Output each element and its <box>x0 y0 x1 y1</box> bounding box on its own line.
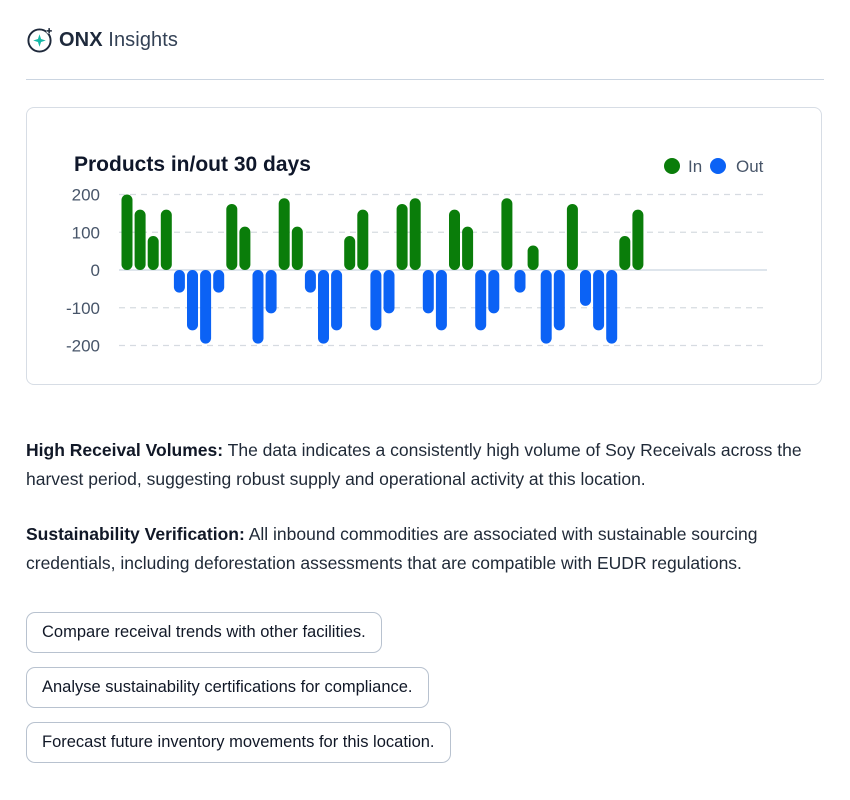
bar-in <box>226 203 238 270</box>
app-header: ONX Insights <box>26 26 178 54</box>
bar-out <box>422 270 434 314</box>
legend-out-label: Out <box>736 157 764 176</box>
bar-in <box>449 209 460 270</box>
bar-out <box>606 270 618 344</box>
y-tick-label: -100 <box>66 299 100 318</box>
suggestion-forecast-button[interactable]: Forecast future inventory movements for … <box>26 722 451 763</box>
suggestion-analyse-button[interactable]: Analyse sustainability certifications fo… <box>26 667 429 708</box>
bar-in <box>239 226 251 270</box>
y-tick-label: 200 <box>72 186 100 205</box>
bar-out <box>540 270 552 344</box>
bar-out <box>593 270 605 331</box>
brand-name: ONX <box>59 28 103 51</box>
insight-text: The data indicates a consistently high v… <box>26 440 802 489</box>
insight-heading: Sustainability Verification: <box>26 524 245 544</box>
bar-in <box>566 203 578 270</box>
bar-out <box>187 270 198 331</box>
insight-paragraph: High Receival Volumes: The data indicate… <box>26 436 816 494</box>
bar-in <box>462 226 474 270</box>
bar-in <box>632 209 644 270</box>
insights-section: High Receival Volumes: The data indicate… <box>26 436 816 604</box>
bar-in <box>134 209 146 270</box>
bar-in <box>147 236 159 270</box>
bar-in <box>396 203 408 270</box>
header-divider <box>26 79 824 80</box>
bar-out <box>435 270 447 331</box>
legend-out-marker <box>710 158 726 174</box>
bar-out <box>475 270 487 331</box>
legend-in-label: In <box>688 157 702 176</box>
bar-in <box>619 236 631 270</box>
bar-in <box>409 198 421 270</box>
bar-out <box>173 270 185 293</box>
bar-out <box>370 270 382 331</box>
bar-out <box>265 270 277 314</box>
app-title: ONX Insights <box>59 29 178 52</box>
bar-out <box>383 270 395 314</box>
bar-out <box>580 270 591 306</box>
bar-out <box>200 270 212 344</box>
bar-out <box>318 270 329 344</box>
bar-out <box>331 270 343 331</box>
bar-out <box>213 270 225 293</box>
brand-suffix: Insights <box>102 28 179 51</box>
chart-title: Products in/out 30 days <box>74 153 311 176</box>
bar-in <box>501 198 513 270</box>
bar-in <box>278 198 290 270</box>
bar-out <box>252 270 264 344</box>
y-tick-label: 100 <box>72 223 100 242</box>
y-tick-label: -200 <box>66 337 100 356</box>
onx-logo-icon <box>27 27 53 53</box>
bar-in <box>344 236 356 270</box>
bar-out <box>488 270 500 314</box>
suggestion-list: Compare receival trends with other facil… <box>26 612 451 777</box>
bar-in <box>357 209 369 270</box>
chart-card: Products in/out 30 days 200 100 0 -100 -200 In… <box>26 107 822 385</box>
suggestion-compare-button[interactable]: Compare receival trends with other facil… <box>26 612 382 653</box>
bar-in <box>291 226 303 270</box>
bar-in <box>160 209 172 270</box>
legend-in-marker <box>664 158 680 174</box>
y-tick-label: 0 <box>91 261 100 280</box>
bar-in <box>527 245 539 270</box>
insight-text: All inbound commodities are associated w… <box>26 524 758 573</box>
insight-paragraph: Sustainability Verification: All inbound… <box>26 520 816 578</box>
insight-heading: High Receival Volumes: <box>26 440 224 460</box>
bar-out <box>553 270 565 331</box>
bar-out <box>514 270 526 293</box>
products-chart: Products in/out 30 days 200 100 0 -100 -200 In… <box>66 153 767 356</box>
bar-in <box>121 194 133 270</box>
bar-out <box>304 270 316 293</box>
